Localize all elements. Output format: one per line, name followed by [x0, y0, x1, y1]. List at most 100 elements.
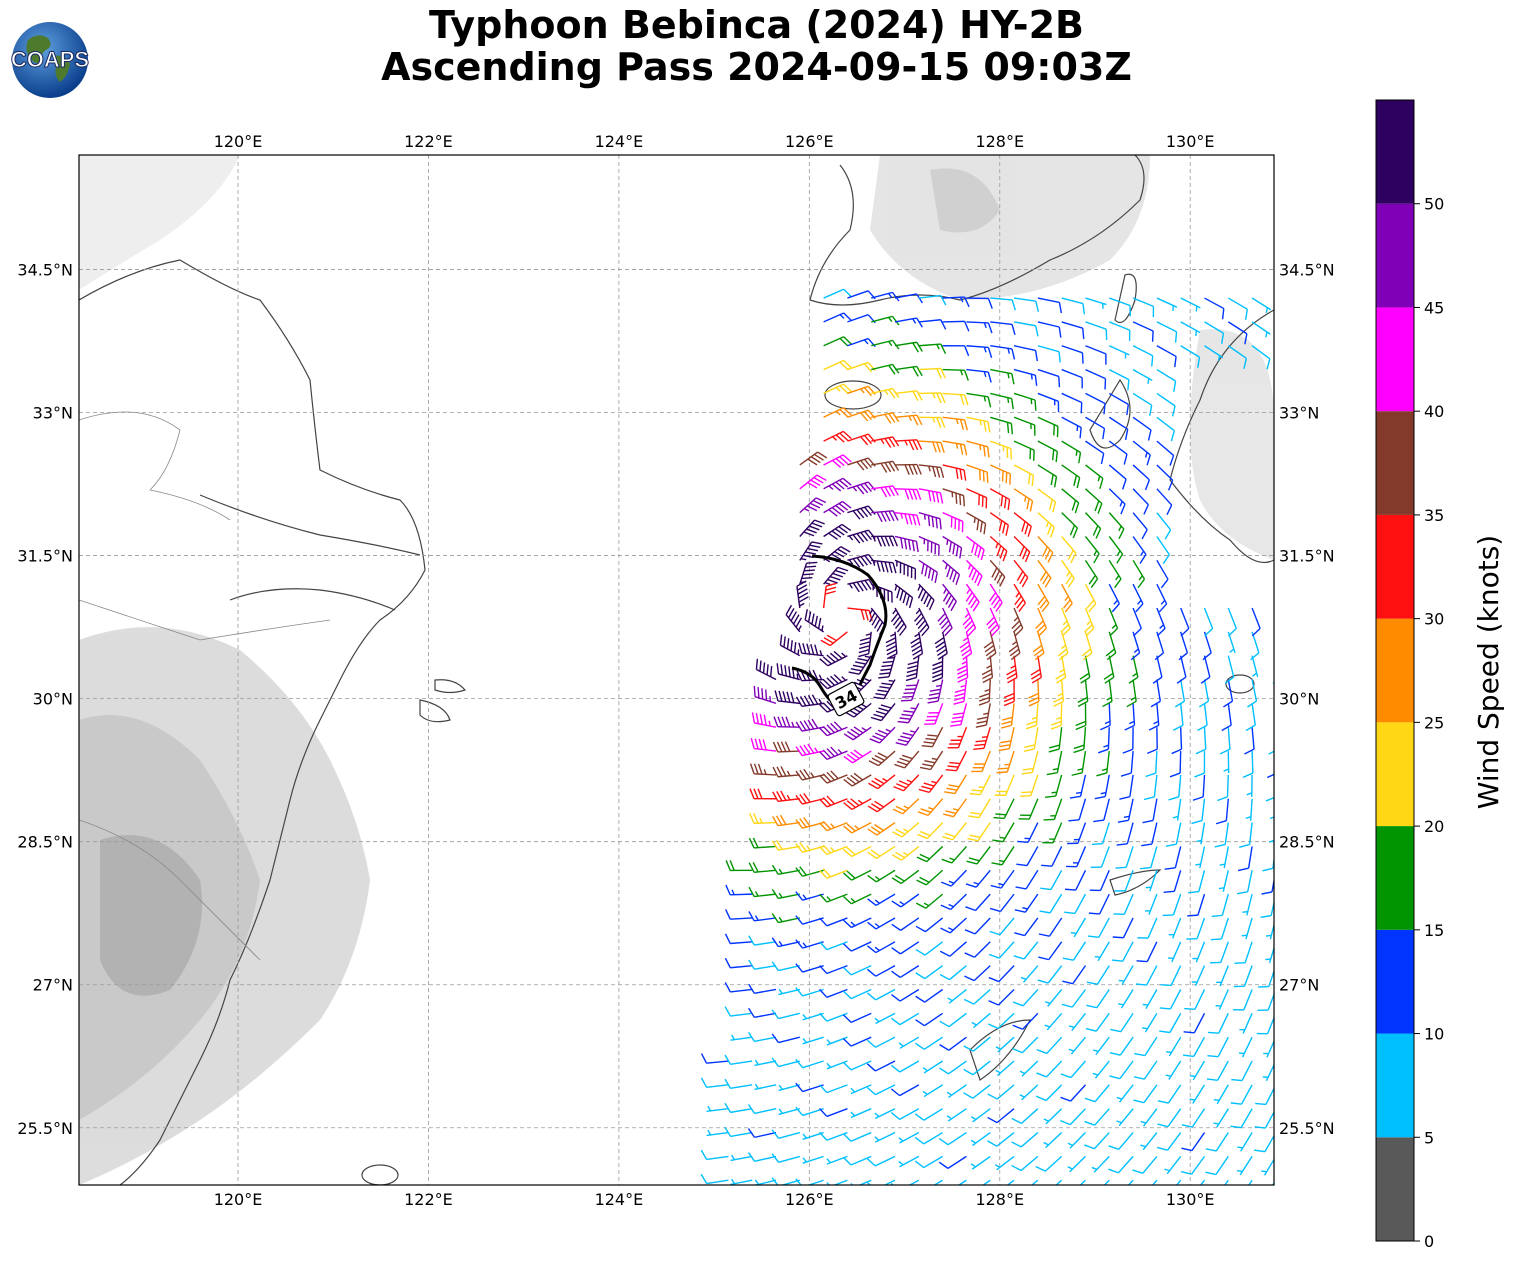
wind-barb [1122, 727, 1134, 754]
wind-barb [990, 392, 1014, 410]
wind-barb [1143, 774, 1158, 801]
wind-barb [748, 837, 777, 849]
wind-barb [1043, 1132, 1063, 1149]
wind-barb [1171, 727, 1183, 755]
wind-barb [897, 703, 920, 724]
wind-barb [1037, 559, 1052, 588]
wind-barb [1251, 321, 1271, 338]
wind-barb [842, 1012, 872, 1023]
lat-tick-label-right: 27°N [1279, 976, 1319, 995]
wind-barb [894, 317, 923, 328]
wind-barb [749, 788, 777, 800]
wind-barb [1148, 703, 1160, 731]
wind-barb [1245, 703, 1256, 732]
wind-barb [978, 679, 991, 706]
wind-barb [1015, 869, 1039, 890]
wind-barb [823, 500, 852, 517]
wind-barb [963, 1060, 991, 1076]
wind-barb [988, 1012, 1015, 1030]
wind-barb [1157, 1108, 1182, 1128]
wind-barb [1156, 440, 1175, 466]
wind-barb [1219, 846, 1229, 869]
wind-barb [1039, 893, 1063, 914]
wind-barb [1062, 965, 1087, 985]
wind-barb [1199, 1179, 1206, 1185]
wind-barb [1118, 989, 1134, 1009]
colorbar-tick-label: 25 [1424, 713, 1444, 732]
wind-barb [1038, 941, 1063, 961]
wind-barb [890, 607, 907, 636]
wind-barb [1217, 774, 1229, 802]
wind-barb [1090, 846, 1110, 868]
colorbar-tick-label: 35 [1424, 506, 1444, 525]
wind-barb [1037, 488, 1057, 513]
wind-barb [942, 392, 969, 406]
wind-barb [942, 345, 970, 357]
wind-barb [1205, 1155, 1229, 1176]
wind-barb [1246, 774, 1253, 797]
wind-barb [1066, 846, 1087, 868]
wind-barb [1013, 368, 1038, 386]
wind-barb [1084, 607, 1095, 637]
wind-barb [842, 941, 872, 952]
wind-barb [1254, 1134, 1274, 1153]
wind-barb [1241, 917, 1253, 940]
wind-barb [1233, 965, 1253, 988]
wind-barb [724, 933, 753, 945]
wind-barb [940, 869, 967, 887]
wind-barb [918, 535, 940, 556]
wind-barb [1168, 774, 1182, 801]
wind-barb [1194, 751, 1206, 778]
wind-barb [1266, 773, 1274, 779]
wind-barb [1180, 297, 1201, 312]
wind-barb [918, 416, 946, 428]
wind-barb [891, 917, 920, 931]
wind-barb [924, 703, 944, 725]
wind-barb [964, 941, 991, 958]
wind-barb [867, 869, 896, 883]
colorbar-tick-label: 10 [1424, 1025, 1444, 1044]
wind-barb [1037, 368, 1061, 388]
coaps-logo: COAPS [10, 22, 90, 98]
wind-barb [895, 463, 922, 475]
wind-barb [1262, 1063, 1274, 1082]
wind-barb [823, 312, 852, 323]
wind-barb [1165, 1036, 1182, 1057]
wind-barb [1239, 1013, 1253, 1034]
wind-barb [819, 893, 848, 903]
wind-barb [989, 535, 1008, 562]
wind-barb [1132, 464, 1151, 491]
wind-barb [866, 1060, 896, 1072]
wind-barb [1062, 941, 1087, 961]
wind-barb [1184, 989, 1206, 1011]
wind-barb [1173, 703, 1184, 731]
wind-barb [1168, 917, 1182, 939]
wind-barb [778, 1084, 800, 1092]
wind-barb [938, 1155, 967, 1169]
wind-barb [772, 766, 800, 778]
wind-barb [1156, 1132, 1182, 1151]
wind-barb [1198, 679, 1210, 708]
wind-barb [894, 750, 920, 769]
wind-barb [1061, 321, 1085, 339]
wind-barb [1108, 440, 1128, 465]
wind-barb [799, 497, 827, 514]
wind-barb [724, 1054, 753, 1065]
colorbar-tick-label: 45 [1424, 298, 1444, 317]
lat-tick-label-left: 27°N [33, 976, 73, 995]
wind-barb [939, 965, 967, 981]
wind-barb [966, 297, 993, 309]
wind-barb [913, 607, 930, 637]
wind-barb [1069, 774, 1087, 799]
wind-barb [965, 559, 983, 587]
wind-barb [1192, 941, 1206, 963]
wind-barb [1108, 416, 1129, 440]
wind-barb [918, 511, 942, 530]
wind-barb [871, 485, 899, 498]
wind-barb [1108, 607, 1119, 637]
wind-barb [894, 390, 923, 402]
wind-barb [871, 510, 899, 523]
wind-barb [890, 1084, 920, 1097]
wind-barb [1108, 368, 1130, 391]
wind-barb [796, 580, 809, 609]
